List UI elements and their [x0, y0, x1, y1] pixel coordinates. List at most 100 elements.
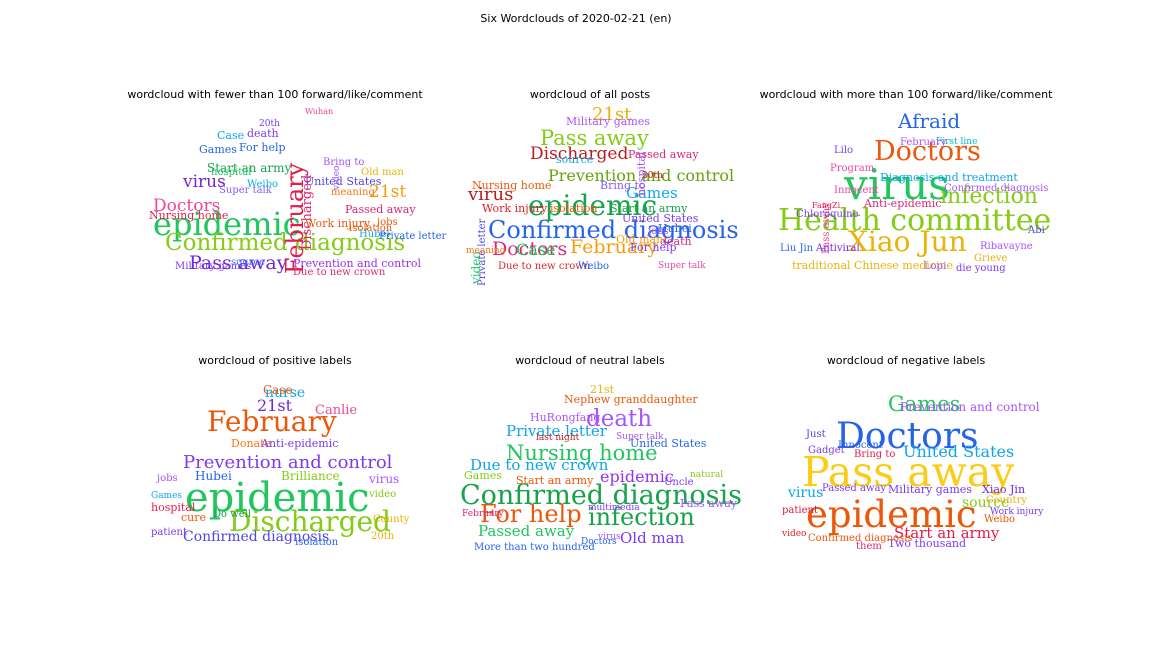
wordcloud-word: Innocent	[838, 440, 883, 451]
wordcloud-word: Old man	[620, 529, 685, 547]
wordcloud-word: epidemic	[185, 475, 370, 521]
wordcloud-word: source	[231, 257, 265, 268]
wordcloud-word: Doctors	[492, 238, 568, 260]
panel-title: wordcloud of all posts	[529, 88, 651, 101]
wordcloud-word: Doctors	[153, 196, 221, 216]
wordcloud-word: death	[247, 127, 279, 140]
wordcloud-word: More than two hundred	[474, 542, 595, 553]
wordcloud-word: Passed away	[628, 148, 699, 161]
wordcloud-word: Passed away	[822, 483, 887, 494]
wordcloud-word: Grieve	[974, 253, 1008, 264]
wordcloud-word: virus	[369, 472, 400, 486]
wordcloud-word: United States	[903, 442, 1015, 461]
wordcloud-word: Liu Jin	[780, 243, 814, 254]
wordcloud-word: meaning	[466, 246, 506, 256]
wordcloud-word: video	[782, 529, 807, 539]
wordcloud-word: Nursing home	[149, 209, 229, 222]
panel-title: wordcloud with fewer than 100 forward/li…	[127, 88, 423, 101]
wordcloud-word: virus	[788, 485, 824, 501]
wordcloud-word: epidemic	[806, 493, 977, 536]
wordcloud-word: Start an army	[894, 524, 1000, 542]
wordcloud-word: death	[586, 406, 653, 432]
wordcloud-word: Donate	[231, 437, 272, 450]
wordcloud-panel-fewer-100: wordcloud with fewer than 100 forward/li…	[105, 88, 447, 338]
wordcloud-word: Anti-epidemic	[864, 197, 942, 210]
wordcloud-word: Wuhan	[305, 107, 334, 116]
wordcloud-word: February	[462, 509, 504, 519]
wordcloud-word: Bring to	[854, 449, 896, 460]
wordcloud-word: jobs	[648, 226, 669, 237]
wordcloud-word: virus	[598, 532, 621, 542]
wordcloud-word: Hubei	[359, 229, 390, 240]
wordcloud-word: Start an army	[516, 474, 594, 487]
wordcloud-word: source	[556, 153, 594, 166]
wordcloud-word: Xiao Jin	[982, 483, 1026, 496]
wordcloud-word: Innocent	[834, 185, 879, 196]
wordcloud-word: Bring to	[323, 157, 365, 168]
wordcloud-word: video	[332, 165, 342, 190]
wordcloud-word: Weibo	[984, 514, 1016, 525]
wordcloud-word: Country	[986, 495, 1028, 506]
wordcloud-word: Confirmed diagnosis	[165, 230, 406, 256]
wordcloud-word: last night	[536, 433, 580, 443]
wordcloud-word: Discharged	[530, 144, 629, 164]
wordcloud-word: 20th	[642, 171, 663, 181]
wordcloud-word: Doctors	[874, 136, 981, 167]
wordcloud-word: Due to new crown	[470, 456, 609, 474]
wordcloud-word: 21st	[592, 104, 632, 125]
wordcloud-word: jobs	[157, 473, 178, 484]
wordcloud-word: Program	[830, 163, 875, 174]
wordcloud-word: hospital	[211, 167, 252, 178]
wordcloud-word: Bring to	[600, 179, 646, 192]
wordcloud-word: Doctors	[581, 537, 617, 547]
wordcloud-word: Just	[806, 429, 826, 440]
wordcloud-word: Lopi	[924, 261, 947, 272]
wordcloud-word: virus	[183, 172, 226, 192]
wordcloud-word: United States	[622, 212, 699, 225]
figure-title: Six Wordclouds of 2020-02-21 (en)	[480, 12, 672, 25]
wordcloud-word: County	[373, 514, 410, 525]
wordcloud-word: Games	[151, 491, 183, 501]
wordcloud-word: Nursing home	[506, 441, 658, 465]
wordcloud-word: 20th	[371, 531, 395, 542]
wordcloud-word: Case	[217, 129, 245, 142]
wordcloud-panel-negative: wordcloud of negative labels Pass away ep…	[736, 354, 1076, 604]
wordcloud-word: epidemic	[528, 189, 658, 222]
wordcloud-word: infection	[588, 503, 695, 531]
wordcloud-word: isolation	[295, 537, 339, 548]
wordcloud-word: Health committee	[778, 203, 1052, 238]
wordcloud-word: Super talk	[219, 185, 272, 196]
wordcloud: Pass away epidemic Doctors Games United Stat…	[736, 372, 1076, 602]
wordcloud-word: Military games	[175, 261, 252, 272]
wordcloud: Health committee virus Xiao Jun Doctors infe…	[736, 106, 1076, 336]
wordcloud-panel-positive: wordcloud of positive labels epidemic Feb…	[105, 354, 445, 604]
wordcloud-word: 21st	[590, 383, 615, 396]
wordcloud-word: Pass away	[802, 448, 1015, 496]
wordcloud-word: Weibo	[247, 179, 279, 190]
wordcloud-word: Pass away	[189, 252, 288, 274]
wordcloud-word: Private letter	[379, 231, 447, 242]
wordcloud-word: jobs	[377, 217, 398, 228]
wordcloud-word: them	[856, 541, 882, 552]
wordcloud-panel-more-100: wordcloud with more than 100 forward/lik…	[736, 88, 1076, 338]
wordcloud-word: Confirmed diagnosis	[808, 533, 913, 544]
wordcloud-word: Super talk	[616, 432, 664, 442]
wordcloud-word: patient	[782, 505, 818, 516]
wordcloud-word: Games	[888, 392, 961, 416]
wordcloud-word: Work injury	[990, 507, 1044, 517]
wordcloud-word: Ribavayne	[980, 241, 1033, 252]
wordcloud-word: Discharged	[229, 505, 391, 538]
wordcloud-word: nurse	[265, 385, 306, 401]
wordcloud-word: source	[962, 495, 1010, 511]
wordcloud-word: Military games	[888, 483, 972, 496]
wordcloud-word: Abi	[1028, 225, 1045, 236]
wordcloud-word: Prevention and control	[548, 166, 735, 185]
panel-title: wordcloud of positive labels	[198, 354, 352, 367]
wordcloud-word: Pass away	[680, 497, 737, 510]
wordcloud-word: Old man	[616, 233, 664, 246]
wordcloud-word: Private letter	[506, 422, 607, 440]
wordcloud-word: multimedia	[588, 503, 640, 513]
wordcloud-word: virus	[844, 160, 950, 209]
wordcloud: Confirmed diagnosis Nursing home For help i…	[420, 372, 760, 602]
wordcloud-word: Old man	[361, 167, 404, 178]
